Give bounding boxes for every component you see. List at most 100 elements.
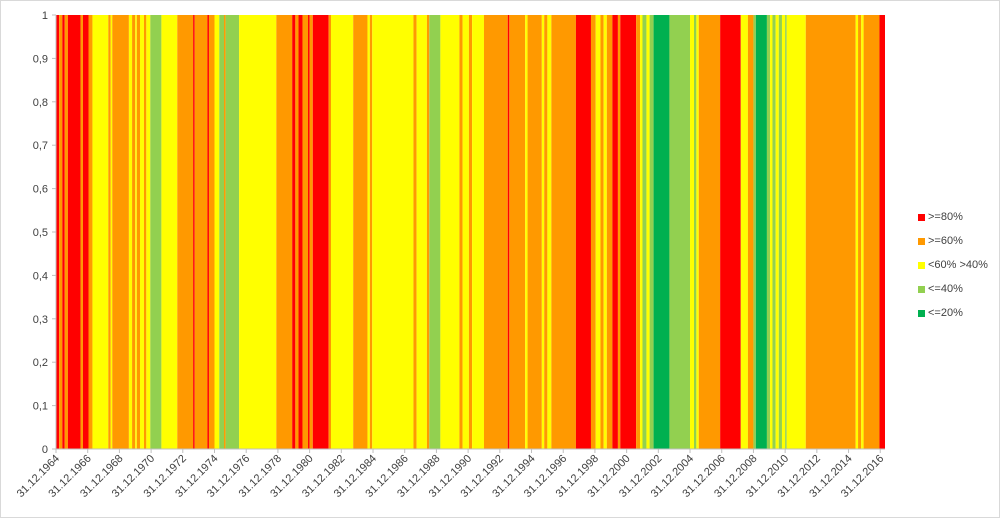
legend-label-ge60: >=60% <box>928 235 963 247</box>
bar-segment <box>193 15 195 449</box>
bar-segment <box>747 15 754 449</box>
bar-segment <box>483 15 508 449</box>
bar-segment <box>620 15 637 449</box>
bar-segment <box>669 15 691 449</box>
legend-item-le40: <=40% <box>918 277 998 301</box>
legend-swatch-le40 <box>918 285 925 293</box>
bar-segment <box>276 15 293 449</box>
bar-segment <box>527 15 542 449</box>
bar-segment <box>150 15 162 449</box>
bar-segment <box>112 15 129 449</box>
y-tick-label: 0 <box>42 444 48 456</box>
y-tick-label: 1 <box>42 10 48 22</box>
legend-item-le20: <=20% <box>918 301 998 325</box>
y-tick-label: 0,9 <box>33 53 48 65</box>
bar-segment <box>367 15 370 449</box>
legend-item-mid: <60% >40% <box>918 253 998 277</box>
bar-segment <box>108 15 111 449</box>
bar-segment <box>507 15 510 449</box>
bar-segment <box>785 15 787 449</box>
legend-swatch-ge80 <box>918 213 925 221</box>
y-tick-label: 0,2 <box>33 357 48 369</box>
bar-segment <box>295 15 299 449</box>
bar-segment <box>88 15 93 449</box>
bar-segment <box>140 15 144 449</box>
bar-segment <box>636 15 641 449</box>
bar-segment <box>309 15 313 449</box>
bar-segment <box>468 15 473 449</box>
y-axis-tick-labels: 0 0,1 0,2 0,3 0,4 0,5 0,6 0,7 0,8 0,9 1 <box>33 10 56 456</box>
bar-segment <box>372 15 414 449</box>
bar-segment <box>136 15 141 449</box>
bar-layer <box>56 15 885 449</box>
bar-segment <box>642 15 647 449</box>
bar-segment <box>302 15 309 449</box>
bar-segment <box>772 15 776 449</box>
bar-segment <box>208 15 215 449</box>
y-tick-label: 0,6 <box>33 184 48 196</box>
bar-segment <box>219 15 225 449</box>
bar-segment <box>177 15 194 449</box>
legend-item-ge60: >=60% <box>918 229 998 253</box>
bar-segment <box>617 15 621 449</box>
bar-segment <box>56 15 60 449</box>
legend-label-ge80: >=80% <box>928 211 963 223</box>
bar-segment <box>786 15 806 449</box>
bar-segment <box>67 15 81 449</box>
bar-segment <box>135 15 137 449</box>
bar-segment <box>855 15 859 449</box>
bar-segment <box>861 15 864 449</box>
bar-segment <box>62 15 65 449</box>
bar-segment <box>214 15 220 449</box>
legend-swatch-ge60 <box>918 237 925 245</box>
bar-segment <box>575 15 591 449</box>
bar-segment <box>858 15 862 449</box>
bar-segment <box>766 15 771 449</box>
bar-segment <box>509 15 526 449</box>
y-tick-label: 0,5 <box>33 227 48 239</box>
bar-segment <box>755 15 767 449</box>
bar-segment <box>369 15 373 449</box>
bar-segment <box>653 15 670 449</box>
bar-segment <box>720 15 741 449</box>
legend-label-le40: <=40% <box>928 283 963 295</box>
bar-segment <box>440 15 460 449</box>
bar-segment <box>80 15 83 449</box>
legend-label-le20: <=20% <box>928 307 963 319</box>
bar-segment <box>595 15 601 449</box>
bar-segment <box>194 15 208 449</box>
x-axis-tick-labels: 31.12.196431.12.196631.12.196831.12.1970… <box>15 449 886 500</box>
bar-segment <box>541 15 545 449</box>
bar-segment <box>640 15 643 449</box>
bar-segment <box>879 15 885 449</box>
bar-segment <box>698 15 721 449</box>
bar-segment <box>753 15 756 449</box>
bar-segment <box>312 15 329 449</box>
y-tick-label: 0,3 <box>33 314 48 326</box>
bar-segment <box>863 15 880 449</box>
bar-segment <box>690 15 694 449</box>
bar-segment <box>600 15 604 449</box>
bar-segment <box>59 15 63 449</box>
bar-segment <box>612 15 618 449</box>
bar-segment <box>207 15 209 449</box>
bar-segment <box>551 15 576 449</box>
bar-segment <box>64 15 68 449</box>
bar-segment <box>649 15 654 449</box>
bar-segment <box>82 15 89 449</box>
y-tick-label: 0,4 <box>33 270 48 282</box>
bar-segment <box>694 15 697 449</box>
bar-segment <box>770 15 773 449</box>
bar-segment <box>547 15 552 449</box>
bar-segment <box>239 15 277 449</box>
legend-swatch-le20 <box>918 309 925 317</box>
bar-segment <box>225 15 240 449</box>
bar-segment <box>146 15 151 449</box>
bar-segment <box>603 15 607 449</box>
bar-segment <box>128 15 133 449</box>
bar-segment <box>308 15 310 449</box>
bar-segment <box>429 15 441 449</box>
bar-segment <box>328 15 332 449</box>
bar-segment <box>353 15 368 449</box>
